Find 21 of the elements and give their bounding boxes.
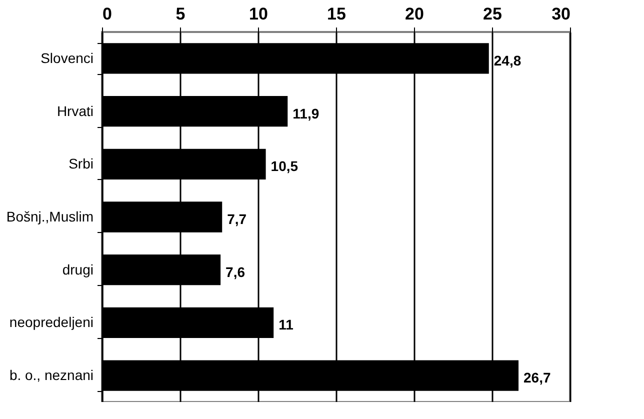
data-label: 26,7 (524, 370, 551, 386)
x-tick-label: 25 (483, 4, 502, 24)
x-tick-label: 0 (102, 4, 112, 24)
y-tick-label: neopredeljeni (9, 314, 94, 330)
data-label: 7,7 (227, 211, 247, 227)
x-tick-label: 20 (405, 4, 424, 24)
data-label: 24,8 (494, 52, 522, 68)
x-tick-label: 30 (552, 4, 570, 24)
x-tick-label: 15 (327, 4, 346, 24)
y-tick-label: Srbi (68, 156, 94, 172)
data-label: 11 (278, 316, 294, 333)
y-tick-label: drugi (62, 261, 94, 278)
y-tick-label: Hrvati (56, 102, 94, 119)
y-tick-label: b. o., neznani (9, 367, 94, 384)
data-label: 7,6 (226, 264, 246, 280)
x-tick-label: 5 (176, 4, 186, 24)
x-tick-label: 10 (249, 4, 268, 24)
y-tick-label: Bošnj.,Muslim (6, 208, 94, 224)
data-label: 10,5 (270, 158, 298, 174)
y-tick-label: Slovenci (40, 50, 94, 66)
data-label: 11,9 (292, 105, 320, 122)
